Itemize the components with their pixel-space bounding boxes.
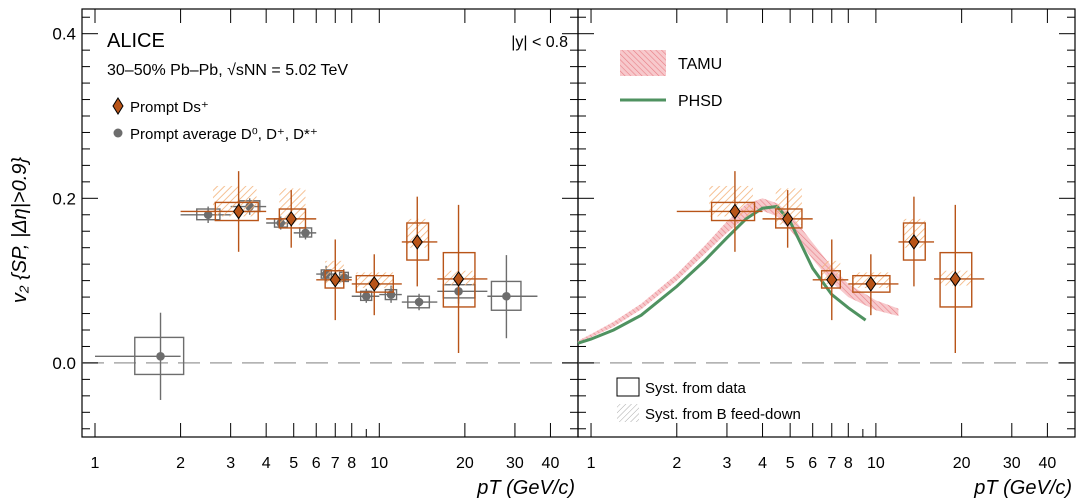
x-tick-label: 30 xyxy=(506,455,524,472)
x-axis-title-left: pT (GeV/c) xyxy=(476,477,575,499)
x-tick-label: 8 xyxy=(347,455,356,472)
x-tick-label: 1 xyxy=(587,455,596,472)
legend-label-syst-fd: Syst. from B feed-down xyxy=(645,406,801,423)
phsd-line xyxy=(577,204,867,345)
x-tick-label: 2 xyxy=(672,455,681,472)
right-legend: TAMU PHSD xyxy=(620,50,722,110)
dmeson-data-point xyxy=(361,291,371,301)
ds-data-point xyxy=(908,234,920,250)
ds-data-point xyxy=(782,211,794,227)
x-tick-label: 4 xyxy=(262,455,271,472)
rapidity-label: |y| < 0.8 xyxy=(511,34,568,51)
left-legend: Prompt Ds⁺ Prompt average D⁰, D⁺, D*⁺ xyxy=(112,97,318,143)
ds-data-point xyxy=(368,276,380,292)
x-tick-label: 7 xyxy=(827,455,836,472)
legend-swatch-tamu xyxy=(620,50,666,76)
experiment-label: ALICE xyxy=(107,30,165,52)
ds-data-point xyxy=(233,203,245,220)
legend-marker-diamond xyxy=(112,97,124,115)
legend-label-tamu: TAMU xyxy=(678,56,722,73)
x-tick-label: 40 xyxy=(1038,455,1056,472)
x-tick-label: 20 xyxy=(953,455,971,472)
dmeson-data-point xyxy=(301,228,310,238)
dmeson-data-point xyxy=(502,291,511,301)
dmeson-data-point xyxy=(156,352,165,361)
ds-data-point xyxy=(729,203,741,220)
x-tick-label: 5 xyxy=(289,455,298,472)
x-tick-label: 3 xyxy=(226,455,235,472)
legend-marker-circle xyxy=(113,128,123,138)
ds-data-point xyxy=(285,211,297,227)
legend-label-ds: Prompt Ds⁺ xyxy=(130,99,209,116)
x-tick-label: 3 xyxy=(722,455,731,472)
dmeson-data-point xyxy=(203,210,213,220)
x-tick-label: 1 xyxy=(91,455,100,472)
x-tick-label: 4 xyxy=(758,455,767,472)
legend-label-syst-data: Syst. from data xyxy=(645,380,747,397)
y-tick-label: 0.4 xyxy=(52,25,76,44)
x-tick-label: 6 xyxy=(312,455,321,472)
ds-data-point xyxy=(411,234,423,250)
legend-swatch-syst-data xyxy=(616,377,640,397)
dmeson-data-point xyxy=(414,297,424,307)
ds-data-point xyxy=(949,271,961,287)
y-axis-title: v₂ {SP, |Δη|>0.9} xyxy=(9,157,31,303)
x-tick-label: 20 xyxy=(456,455,474,472)
x-tick-label: 30 xyxy=(1003,455,1021,472)
collision-system-label: 30–50% Pb–Pb, √sNN = 5.02 TeV xyxy=(107,62,348,79)
right-panel: 1 2 3 4 5 6 7 8 10 20 30 40 xyxy=(577,8,1076,472)
legend-label-average: Prompt average D⁰, D⁺, D*⁺ xyxy=(130,126,318,143)
x-tick-label: 7 xyxy=(331,455,340,472)
plot-frame xyxy=(577,8,1076,438)
x-tick-label: 6 xyxy=(808,455,817,472)
x-tick-label: 8 xyxy=(844,455,853,472)
x-tick-label: 5 xyxy=(786,455,795,472)
legend-swatch-syst-fd xyxy=(617,404,639,422)
x-tick-label: 10 xyxy=(370,455,388,472)
ds-data-point xyxy=(452,271,465,287)
x-axis-title-right: pT (GeV/c) xyxy=(973,477,1072,499)
y-tick-label: 0.0 xyxy=(52,354,76,373)
x-tick-label: 40 xyxy=(542,455,560,472)
ds-data-point xyxy=(329,271,341,288)
legend-label-phsd: PHSD xyxy=(678,93,722,110)
ds-data-point xyxy=(865,276,877,292)
y-tick-label: 0.2 xyxy=(52,189,76,208)
x-tick-label: 10 xyxy=(867,455,885,472)
x-tick-label: 2 xyxy=(176,455,185,472)
ds-data-point xyxy=(826,271,838,288)
left-panel: 1 2 3 4 5 6 7 8 10 20 30 40 0.0 0.2 0.4 xyxy=(52,8,579,472)
syst-legend: Syst. from data Syst. from B feed-down xyxy=(616,377,801,423)
